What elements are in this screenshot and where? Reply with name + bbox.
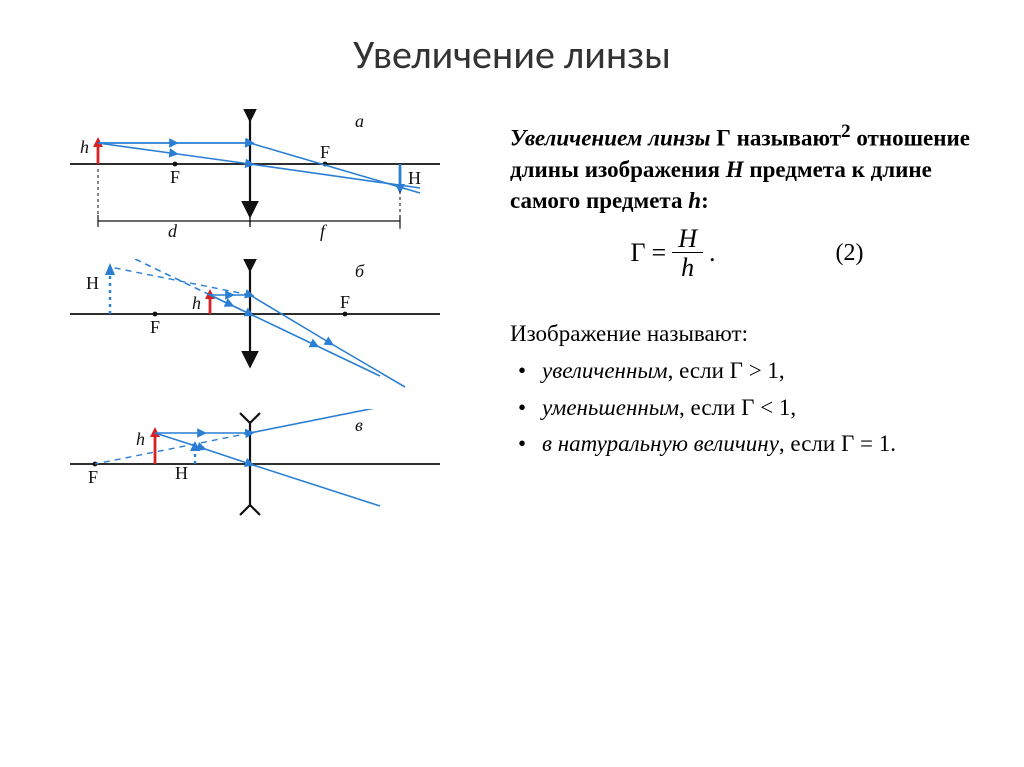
diagram-b-label: б (355, 261, 365, 281)
diagram-a: F F h H d f а (40, 109, 460, 259)
label-d: d (168, 221, 178, 241)
subheading: Изображение называют: (510, 321, 984, 347)
formula-denominator: h (675, 253, 700, 281)
magnification-formula: Г = H h . (631, 226, 716, 281)
label-h-c: h (136, 429, 145, 449)
label-H-b: H (86, 273, 99, 293)
definition-text: Увеличением линзы Г называют2 отношение … (510, 119, 984, 216)
text-column: Увеличением линзы Г называют2 отношение … (470, 109, 984, 559)
page-title: Увеличение линзы (0, 0, 1024, 89)
diagram-c: F h H в (40, 409, 460, 559)
formula-row: Г = H h . (2) (510, 226, 984, 281)
diagrams-column: F F h H d f а (40, 109, 470, 559)
diagram-b: F F h H б (40, 259, 460, 409)
image-cases-list: увеличенным, если Г > 1, уменьшенным, ес… (510, 353, 984, 463)
diagram-c-label: в (355, 415, 363, 435)
label-F-left-b: F (150, 317, 160, 337)
content: F F h H d f а (0, 89, 1024, 579)
case-reduced: уменьшенным, если Г < 1, (518, 390, 984, 427)
label-F-right-a: F (320, 142, 330, 162)
label-F-left-a: F (170, 167, 180, 187)
label-f: f (320, 221, 328, 241)
label-H-a: H (408, 168, 421, 188)
case-enlarged: увеличенным, если Г > 1, (518, 353, 984, 390)
label-h-a: h (80, 137, 89, 157)
diagram-a-label: а (355, 111, 364, 131)
case-natural: в натуральную величину, если Г = 1. (518, 426, 984, 463)
label-h-b: h (192, 293, 201, 313)
formula-lhs: Г (631, 238, 646, 268)
label-F-right-b: F (340, 292, 350, 312)
footnote-ref: 2 (841, 121, 851, 142)
label-F-left-c: F (88, 467, 98, 487)
equation-number: (2) (836, 240, 864, 267)
label-H-c: H (175, 463, 188, 483)
formula-numerator: H (672, 226, 703, 253)
